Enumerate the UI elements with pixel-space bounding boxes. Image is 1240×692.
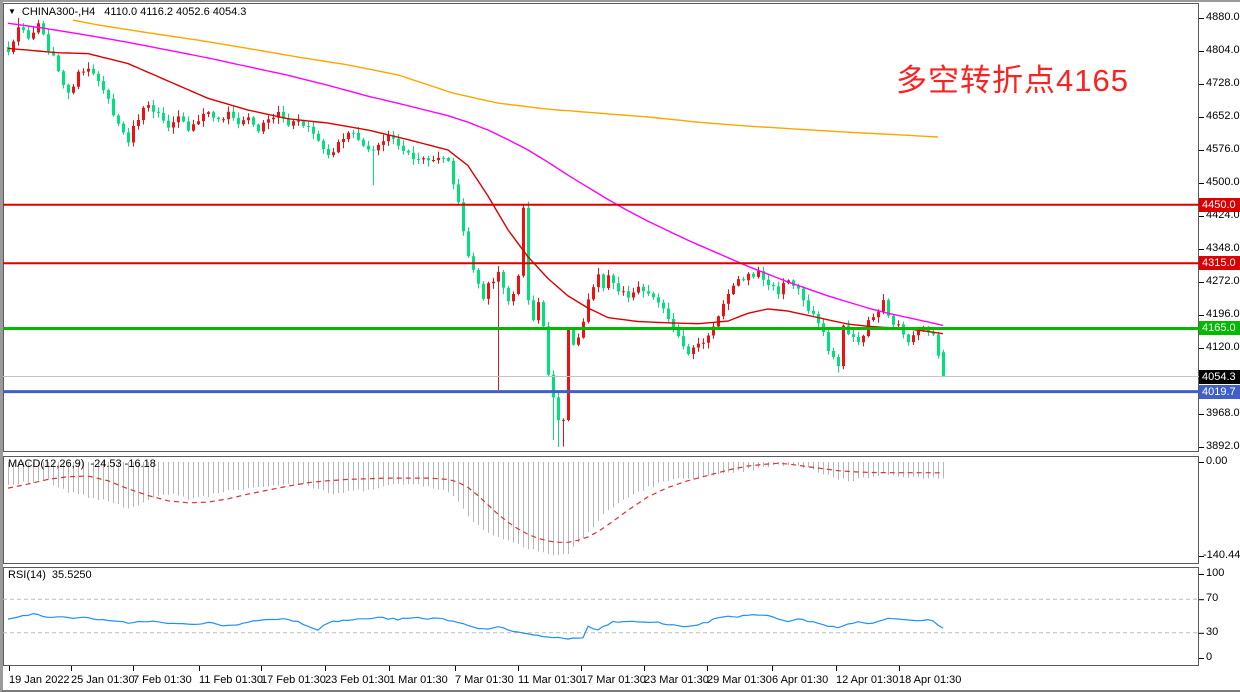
rsi-indicator-label: RSI(14) 35.5250 bbox=[8, 569, 92, 581]
time-axis-label: 19 Jan 2022 bbox=[9, 674, 70, 686]
time-axis-label: 25 Jan 01:30 bbox=[71, 674, 135, 686]
macd-values-label: -24.53 -16.18 bbox=[90, 458, 156, 470]
price-level-label: 4315.0 bbox=[1199, 256, 1240, 271]
price-level-label: 4165.0 bbox=[1199, 321, 1240, 336]
price-tick-label: 4804.0 bbox=[1206, 44, 1240, 56]
macd-indicator-label: MACD(12,26,9) -24.53 -16.18 bbox=[8, 458, 156, 470]
ma-mid-line bbox=[7, 22, 944, 327]
price-tick-label: 4576.0 bbox=[1206, 143, 1240, 155]
rsi-scale-label: 100 bbox=[1206, 567, 1225, 579]
time-axis-label: 23 Mar 01:30 bbox=[644, 674, 709, 686]
price-tick-label: 4652.0 bbox=[1206, 110, 1240, 122]
rsi-name-label: RSI(14) bbox=[8, 569, 46, 581]
price-level-label: 4019.7 bbox=[1199, 384, 1240, 399]
price-tick-label: 4272.0 bbox=[1206, 275, 1240, 287]
price-tick-label: 4348.0 bbox=[1206, 242, 1240, 254]
rsi-scale-label: 30 bbox=[1206, 625, 1219, 638]
macd-scale-bottom-label: -140.44 bbox=[1203, 549, 1240, 561]
panel-splitter[interactable] bbox=[3, 452, 1240, 456]
rsi-line bbox=[7, 612, 944, 640]
time-axis-label: 12 Apr 01:30 bbox=[836, 674, 899, 686]
ma-fast-line bbox=[7, 47, 944, 335]
rsi-scale-label: 0 bbox=[1206, 651, 1213, 663]
annotation-text[interactable]: 多空转折点4165 bbox=[896, 63, 1129, 98]
rsi-levels bbox=[3, 598, 1199, 634]
panel-splitter[interactable] bbox=[3, 564, 1240, 568]
time-axis-label: 11 Feb 01:30 bbox=[199, 674, 264, 686]
time-axis-label: 7 Mar 01:30 bbox=[455, 674, 514, 686]
chart-plot-area[interactable] bbox=[3, 2, 1240, 692]
macd-name-label: MACD(12,26,9) bbox=[8, 458, 85, 470]
candles bbox=[7, 18, 945, 447]
price-tick-label: 3892.0 bbox=[1206, 440, 1240, 452]
time-axis-label: 23 Feb 01:30 bbox=[325, 674, 390, 686]
rsi-scale-label: 70 bbox=[1206, 592, 1219, 605]
price-tick-label: 3968.0 bbox=[1206, 407, 1240, 419]
symbol-period-label: CHINA300-,H4 bbox=[21, 6, 96, 18]
price-tick-label: 4500.0 bbox=[1206, 176, 1240, 188]
time-axis-label: 6 Apr 01:30 bbox=[772, 674, 829, 686]
time-ticks bbox=[9, 666, 900, 671]
price-tick-label: 4120.0 bbox=[1206, 341, 1240, 353]
ma-slow-line bbox=[72, 19, 939, 138]
price-tick-label: 4880.0 bbox=[1206, 11, 1240, 23]
macd-signal-line bbox=[7, 462, 943, 543]
time-axis-label: 18 Apr 01:30 bbox=[899, 674, 962, 686]
macd-histogram bbox=[8, 462, 944, 556]
price-tick-label: 4424.0 bbox=[1206, 209, 1240, 221]
time-axis-label: 17 Feb 01:30 bbox=[261, 674, 326, 686]
panel-frames bbox=[3, 3, 1199, 666]
current-price-label: 4054.3 bbox=[1199, 369, 1240, 384]
time-axis-label: 11 Mar 01:30 bbox=[518, 674, 583, 686]
collapse-arrow-icon[interactable]: ▼ bbox=[8, 7, 16, 16]
price-level-label: 4450.0 bbox=[1199, 197, 1240, 212]
time-axis-label: 7 Feb 01:30 bbox=[133, 674, 192, 686]
time-axis-label: 29 Mar 01:30 bbox=[707, 674, 772, 686]
rsi-value-label: 35.5250 bbox=[51, 569, 92, 581]
time-axis-label: 1 Mar 01:30 bbox=[389, 674, 448, 686]
price-tick-label: 4728.0 bbox=[1206, 77, 1240, 89]
symbol-ohlc-bar: ▼ CHINA300-,H4 4110.0 4116.2 4052.6 4054.3 bbox=[8, 6, 246, 18]
ohlc-values-label: 4110.0 4116.2 4052.6 4054.3 bbox=[104, 6, 247, 18]
time-axis-label: 17 Mar 01:30 bbox=[581, 674, 646, 686]
macd-scale-top-label: 0.00 bbox=[1206, 455, 1228, 467]
axis-ticks bbox=[1199, 18, 1204, 659]
price-tick-label: 4196.0 bbox=[1206, 308, 1240, 320]
